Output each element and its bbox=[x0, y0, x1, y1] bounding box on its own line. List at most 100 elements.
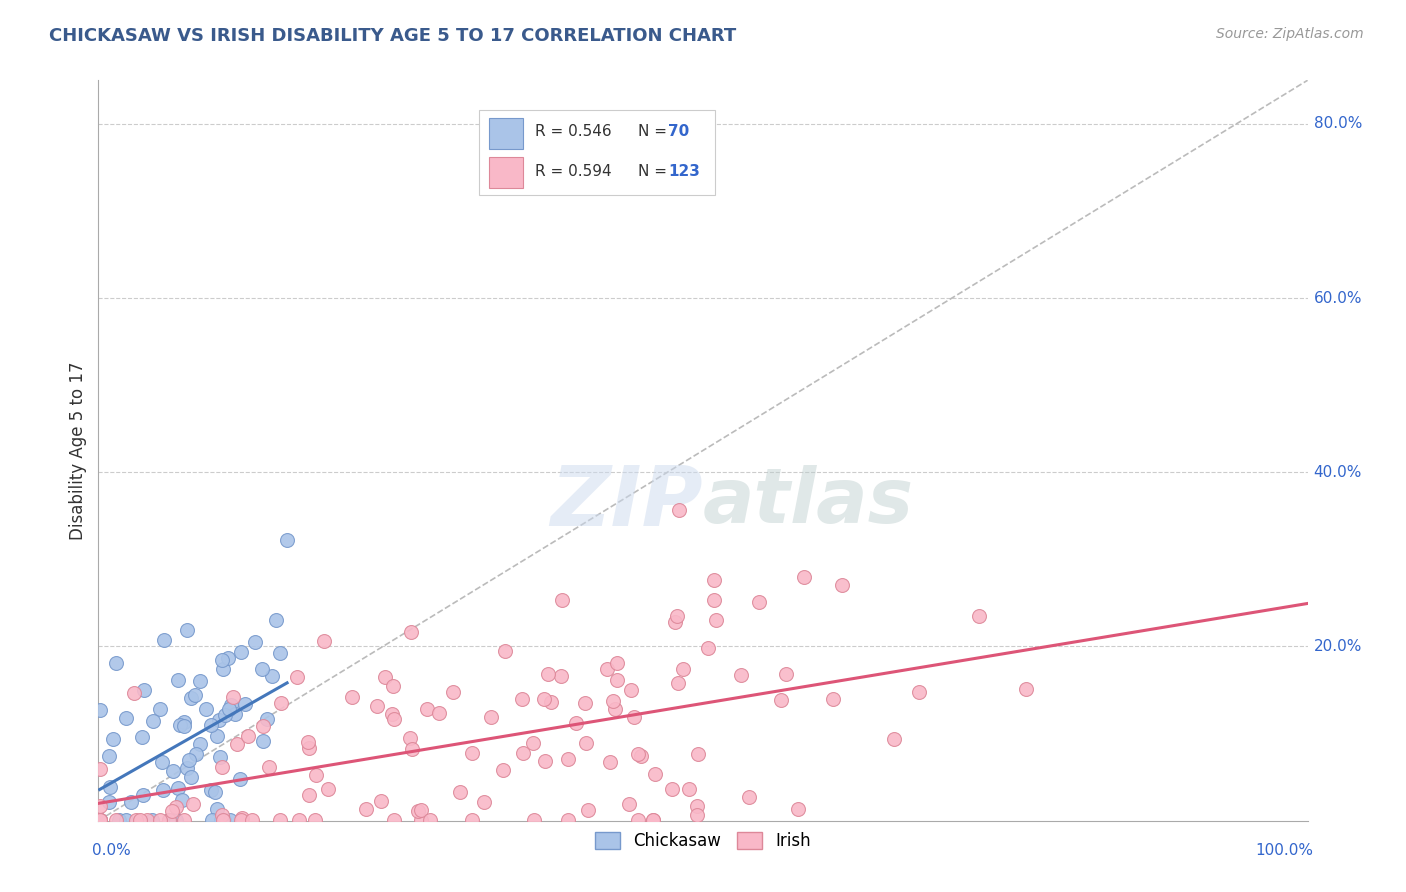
Point bbox=[366, 699, 388, 714]
Point bbox=[494, 644, 516, 658]
Text: 20.0%: 20.0% bbox=[1313, 639, 1362, 654]
Point bbox=[89, 703, 111, 717]
Point bbox=[461, 813, 484, 827]
Point bbox=[492, 763, 515, 777]
Point bbox=[769, 692, 792, 706]
Point bbox=[212, 662, 235, 676]
Point bbox=[186, 747, 208, 762]
Point bbox=[160, 804, 183, 818]
Point bbox=[606, 656, 628, 670]
Point bbox=[236, 729, 259, 743]
Point bbox=[149, 813, 172, 827]
Point bbox=[574, 697, 596, 711]
Point bbox=[575, 736, 598, 750]
Point bbox=[157, 813, 180, 827]
Point bbox=[141, 813, 163, 827]
Point bbox=[131, 731, 153, 745]
Point bbox=[211, 807, 233, 822]
Point bbox=[195, 702, 218, 716]
Point bbox=[252, 734, 274, 748]
Point bbox=[89, 813, 111, 827]
Point bbox=[180, 770, 202, 784]
Point bbox=[686, 747, 709, 761]
Point bbox=[173, 719, 195, 733]
Point bbox=[627, 813, 650, 827]
Point bbox=[419, 813, 441, 827]
Point bbox=[522, 736, 544, 750]
Point bbox=[270, 696, 292, 710]
Point bbox=[537, 667, 560, 681]
Point bbox=[233, 697, 256, 711]
Point bbox=[262, 669, 284, 683]
FancyBboxPatch shape bbox=[489, 156, 523, 187]
Point bbox=[165, 799, 187, 814]
Point bbox=[132, 789, 155, 803]
Point bbox=[551, 593, 574, 607]
Point bbox=[304, 813, 326, 827]
Point bbox=[114, 813, 136, 827]
Point bbox=[104, 813, 127, 827]
Point bbox=[472, 795, 495, 809]
Point bbox=[967, 609, 990, 624]
Point bbox=[176, 623, 198, 637]
Point bbox=[370, 793, 392, 807]
Point bbox=[208, 714, 231, 728]
Point bbox=[381, 707, 404, 722]
Point bbox=[245, 634, 267, 648]
Point bbox=[730, 668, 752, 682]
Point bbox=[101, 731, 124, 746]
Point bbox=[264, 613, 287, 627]
Text: 0.0%: 0.0% bbox=[93, 843, 131, 858]
Point bbox=[176, 761, 198, 775]
Point bbox=[685, 798, 707, 813]
Point bbox=[668, 676, 690, 690]
Point bbox=[224, 706, 246, 721]
Point bbox=[142, 714, 165, 729]
Point bbox=[409, 804, 432, 818]
Point bbox=[523, 813, 546, 827]
Point bbox=[641, 813, 664, 827]
Point bbox=[883, 732, 905, 747]
Point bbox=[620, 682, 643, 697]
Point bbox=[89, 762, 111, 776]
Point bbox=[534, 755, 557, 769]
Point bbox=[703, 593, 725, 607]
Point bbox=[449, 785, 471, 799]
Point bbox=[231, 811, 253, 825]
Point bbox=[204, 785, 226, 799]
Point bbox=[703, 573, 725, 587]
Point bbox=[181, 797, 204, 811]
Point bbox=[401, 742, 423, 756]
Point bbox=[623, 710, 645, 724]
Point bbox=[152, 783, 174, 797]
Point bbox=[643, 813, 665, 827]
Point bbox=[599, 755, 621, 769]
Point bbox=[162, 764, 184, 779]
Point bbox=[218, 702, 240, 716]
Point bbox=[180, 691, 202, 706]
Point bbox=[169, 718, 191, 732]
Point bbox=[173, 813, 195, 827]
Point bbox=[200, 718, 222, 732]
Point bbox=[374, 670, 396, 684]
Point bbox=[250, 662, 273, 676]
Point bbox=[696, 640, 718, 655]
Point bbox=[312, 634, 335, 648]
Point bbox=[150, 755, 173, 769]
Point bbox=[153, 633, 176, 648]
Point bbox=[576, 803, 599, 817]
Point bbox=[382, 712, 405, 726]
Point bbox=[602, 694, 624, 708]
Point bbox=[384, 813, 406, 827]
Point bbox=[98, 749, 121, 764]
Point bbox=[98, 780, 121, 795]
Text: 80.0%: 80.0% bbox=[1313, 116, 1362, 131]
Point bbox=[427, 706, 450, 720]
Point bbox=[775, 667, 797, 681]
Point bbox=[298, 789, 321, 803]
Point bbox=[678, 782, 700, 797]
Point bbox=[229, 772, 252, 786]
Point bbox=[512, 746, 534, 760]
Point bbox=[217, 650, 239, 665]
Point bbox=[686, 808, 709, 822]
